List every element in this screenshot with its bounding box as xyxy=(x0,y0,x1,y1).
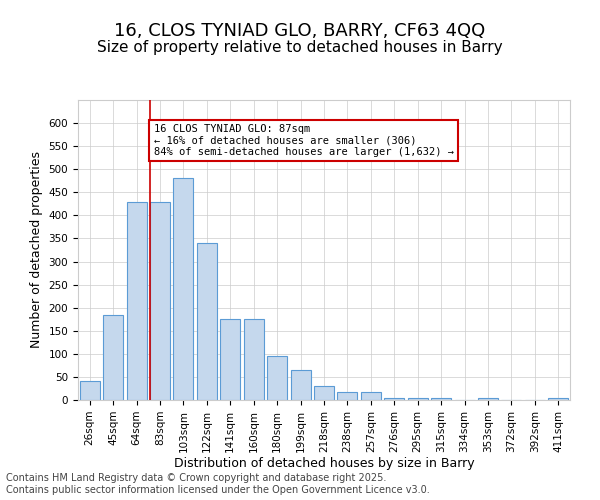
Bar xyxy=(548,398,568,400)
Bar xyxy=(244,319,263,400)
Bar xyxy=(408,398,428,400)
Bar xyxy=(80,380,100,400)
Bar xyxy=(173,178,193,400)
Bar xyxy=(431,398,451,400)
Bar xyxy=(127,202,146,400)
Bar xyxy=(385,398,404,400)
Text: Size of property relative to detached houses in Barry: Size of property relative to detached ho… xyxy=(97,40,503,55)
Bar xyxy=(314,386,334,400)
Bar xyxy=(150,202,170,400)
Bar xyxy=(103,314,123,400)
Y-axis label: Number of detached properties: Number of detached properties xyxy=(30,152,43,348)
X-axis label: Distribution of detached houses by size in Barry: Distribution of detached houses by size … xyxy=(173,458,475,470)
Bar xyxy=(267,356,287,400)
Text: 16, CLOS TYNIAD GLO, BARRY, CF63 4QQ: 16, CLOS TYNIAD GLO, BARRY, CF63 4QQ xyxy=(115,22,485,40)
Bar xyxy=(361,392,381,400)
Bar xyxy=(220,319,240,400)
Text: 16 CLOS TYNIAD GLO: 87sqm
← 16% of detached houses are smaller (306)
84% of semi: 16 CLOS TYNIAD GLO: 87sqm ← 16% of detac… xyxy=(154,124,454,157)
Bar xyxy=(478,398,498,400)
Text: Contains HM Land Registry data © Crown copyright and database right 2025.
Contai: Contains HM Land Registry data © Crown c… xyxy=(6,474,430,495)
Bar xyxy=(290,370,311,400)
Bar xyxy=(197,243,217,400)
Bar xyxy=(337,392,358,400)
